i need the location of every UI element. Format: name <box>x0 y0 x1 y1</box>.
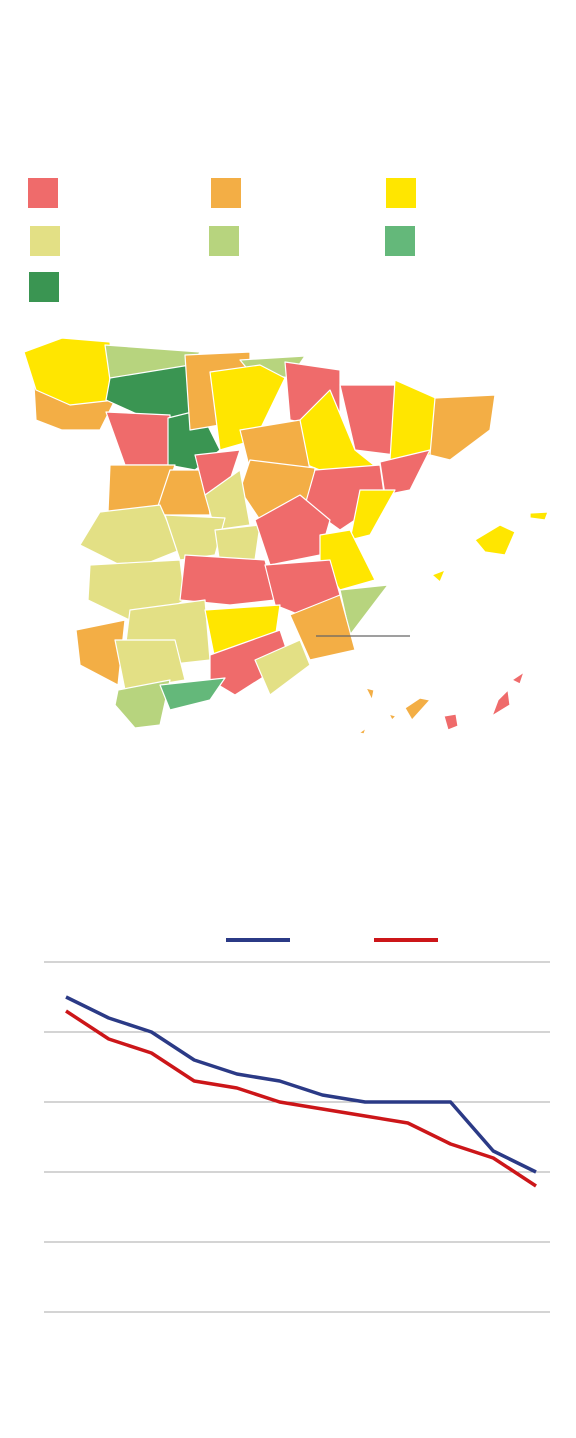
region <box>154 469 211 516</box>
region <box>474 524 516 556</box>
region <box>511 671 525 685</box>
legend-swatch <box>209 226 239 256</box>
region <box>443 713 459 731</box>
series-line <box>65 1009 537 1188</box>
legend-swatch <box>385 226 415 256</box>
region <box>79 504 181 571</box>
region <box>529 511 549 521</box>
region <box>429 394 496 461</box>
region <box>179 554 276 606</box>
legend-swatch <box>30 226 60 256</box>
region <box>254 639 311 696</box>
region <box>365 687 375 701</box>
region <box>349 489 396 541</box>
region <box>105 411 171 466</box>
region <box>379 449 431 496</box>
region <box>358 727 367 735</box>
region <box>75 619 126 686</box>
region <box>209 364 286 451</box>
region <box>289 594 356 661</box>
legend-swatch <box>386 178 416 208</box>
legend-swatch <box>211 178 241 208</box>
region <box>114 639 186 691</box>
line-chart <box>44 938 550 1313</box>
map <box>23 337 549 735</box>
region <box>164 514 226 561</box>
series-line <box>65 995 537 1174</box>
region <box>159 677 226 711</box>
region <box>404 697 431 721</box>
legend <box>28 178 416 302</box>
legend-swatch <box>29 272 59 302</box>
legend-swatch <box>28 178 58 208</box>
region <box>388 713 397 721</box>
region <box>431 569 446 583</box>
region <box>114 679 171 729</box>
region <box>491 689 511 717</box>
